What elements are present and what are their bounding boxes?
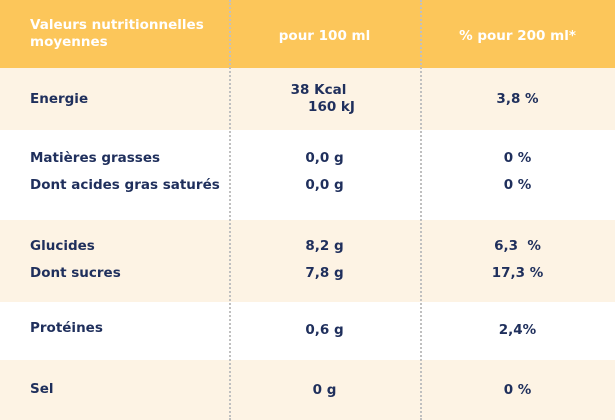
label-sel: Sel	[30, 381, 54, 397]
row-band-glucides	[0, 220, 615, 302]
value-glucides-percent: 6,3 %	[494, 238, 541, 254]
row-band-proteines	[0, 302, 615, 360]
column-divider-2	[420, 0, 422, 420]
value-sel-per100: 0 g	[312, 382, 337, 398]
label-sucres: Dont sucres	[30, 265, 121, 281]
label-proteines: Protéines	[30, 320, 103, 336]
row-band-lipides	[0, 130, 615, 220]
header-percent-200ml: % pour 200 ml*	[459, 28, 576, 44]
label-energie: Energie	[30, 91, 89, 107]
value-proteines-per100: 0,6 g	[305, 322, 344, 338]
value-sel-percent: 0 %	[503, 382, 532, 398]
label-matieres-grasses: Matières grasses	[30, 150, 161, 166]
column-divider-1	[229, 0, 231, 420]
row-band-energie	[0, 68, 615, 130]
value-acides-gras-satures-percent: 0 %	[503, 177, 532, 193]
value-glucides-per100: 8,2 g	[305, 238, 344, 254]
label-acides-gras-satures: Dont acides gras saturés	[30, 177, 220, 193]
value-acides-gras-satures-per100: 0,0 g	[305, 177, 344, 193]
value-proteines-percent: 2,4%	[498, 322, 537, 338]
value-sucres-percent: 17,3 %	[491, 265, 544, 281]
row-band-sel	[0, 360, 615, 420]
value-matieres-grasses-per100: 0,0 g	[305, 150, 344, 166]
value-sucres-per100: 7,8 g	[305, 265, 344, 281]
value-energie-percent: 3,8 %	[496, 91, 539, 107]
value-matieres-grasses-percent: 0 %	[503, 150, 532, 166]
table-header	[0, 0, 615, 68]
label-glucides: Glucides	[30, 238, 95, 254]
value-energie-per100: 38 Kcal 160 kJ	[229, 82, 420, 116]
value-energie-kj: 160 kJ	[308, 99, 355, 115]
header-nutrition-values: Valeurs nutritionnelles moyennes	[30, 17, 204, 50]
header-per-100ml: pour 100 ml	[278, 28, 371, 44]
value-energie-kcal: 38 Kcal	[290, 82, 347, 98]
